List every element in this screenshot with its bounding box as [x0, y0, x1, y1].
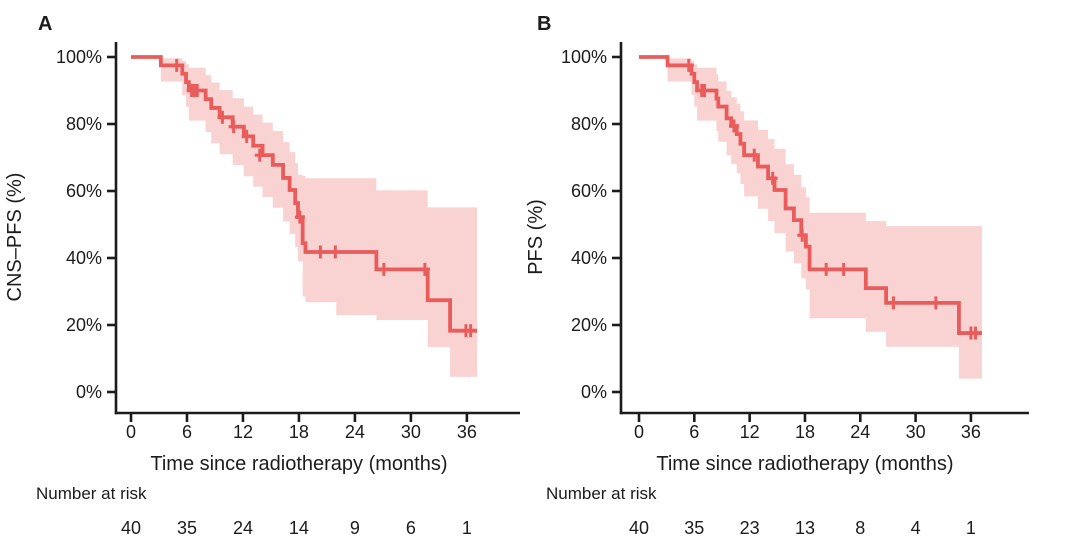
risk-count: 1 — [966, 518, 976, 538]
y-tick-label: 100% — [56, 47, 102, 67]
y-tick-label: 20% — [571, 315, 607, 335]
panel-a: 100% 80% 60% 40% 20% 0% 0 6 12 18 24 30 36 A Time sinc… — [4, 13, 520, 538]
risk-count: 13 — [795, 518, 815, 538]
risk-table: Number at risk 40 35 24 14 9 6 1 — [36, 484, 472, 538]
panel-label: B — [537, 13, 551, 35]
risk-count: 1 — [462, 518, 472, 538]
y-tick-label: 80% — [66, 114, 102, 134]
confidence-band — [160, 58, 478, 377]
survival-curve — [131, 55, 478, 333]
x-tick-label: 0 — [634, 422, 644, 442]
censor-marks — [171, 58, 476, 338]
risk-table-label: Number at risk — [36, 484, 147, 503]
y-tick-label: 20% — [66, 315, 102, 335]
x-tick-label: 36 — [961, 422, 981, 442]
risk-count: 24 — [233, 518, 253, 538]
risk-count: 35 — [684, 518, 704, 538]
risk-count: 9 — [350, 518, 360, 538]
y-tick-label: 40% — [571, 248, 607, 268]
x-tick-label: 36 — [457, 422, 477, 442]
risk-count: 35 — [177, 518, 197, 538]
y-tick-label: 100% — [561, 47, 607, 67]
y-tick-label: 80% — [571, 114, 607, 134]
x-tick-label: 18 — [289, 422, 309, 442]
y-axis-title: PFS (%) — [525, 199, 547, 275]
x-tick-label: 6 — [689, 422, 699, 442]
risk-table: Number at risk 40 35 23 13 8 4 1 — [546, 484, 976, 538]
x-tick-label: 30 — [906, 422, 926, 442]
risk-count: 40 — [121, 518, 141, 538]
censor-marks — [683, 58, 981, 340]
risk-count: 23 — [740, 518, 760, 538]
x-tick-label: 24 — [345, 422, 365, 442]
risk-table-label: Number at risk — [546, 484, 657, 503]
x-tick-label: 12 — [233, 422, 253, 442]
x-axis-title: Time since radiotherapy (months) — [656, 453, 953, 475]
risk-count: 14 — [289, 518, 309, 538]
risk-count: 40 — [629, 518, 649, 538]
risk-count: 6 — [406, 518, 416, 538]
y-tick-label: 60% — [66, 181, 102, 201]
x-tick-label: 12 — [740, 422, 760, 442]
x-tick-label: 0 — [126, 422, 136, 442]
axes: 100% 80% 60% 40% 20% 0% 0 6 12 18 24 30 36 — [56, 42, 520, 442]
axes: 100% 80% 60% 40% 20% 0% 0 6 12 18 24 30 36 — [561, 42, 1029, 442]
y-tick-label: 40% — [66, 248, 102, 268]
x-axis-title: Time since radiotherapy (months) — [150, 453, 447, 475]
risk-count: 4 — [911, 518, 921, 538]
y-tick-label: 60% — [571, 181, 607, 201]
x-tick-label: 6 — [182, 422, 192, 442]
x-tick-label: 24 — [850, 422, 870, 442]
x-tick-label: 18 — [795, 422, 815, 442]
y-tick-label: 0% — [581, 382, 607, 402]
panel-label: A — [38, 13, 52, 35]
x-tick-label: 30 — [401, 422, 421, 442]
y-axis-title: CNS–PFS (%) — [4, 173, 26, 302]
risk-count: 8 — [855, 518, 865, 538]
confidence-band — [667, 58, 982, 379]
y-tick-label: 0% — [76, 382, 102, 402]
